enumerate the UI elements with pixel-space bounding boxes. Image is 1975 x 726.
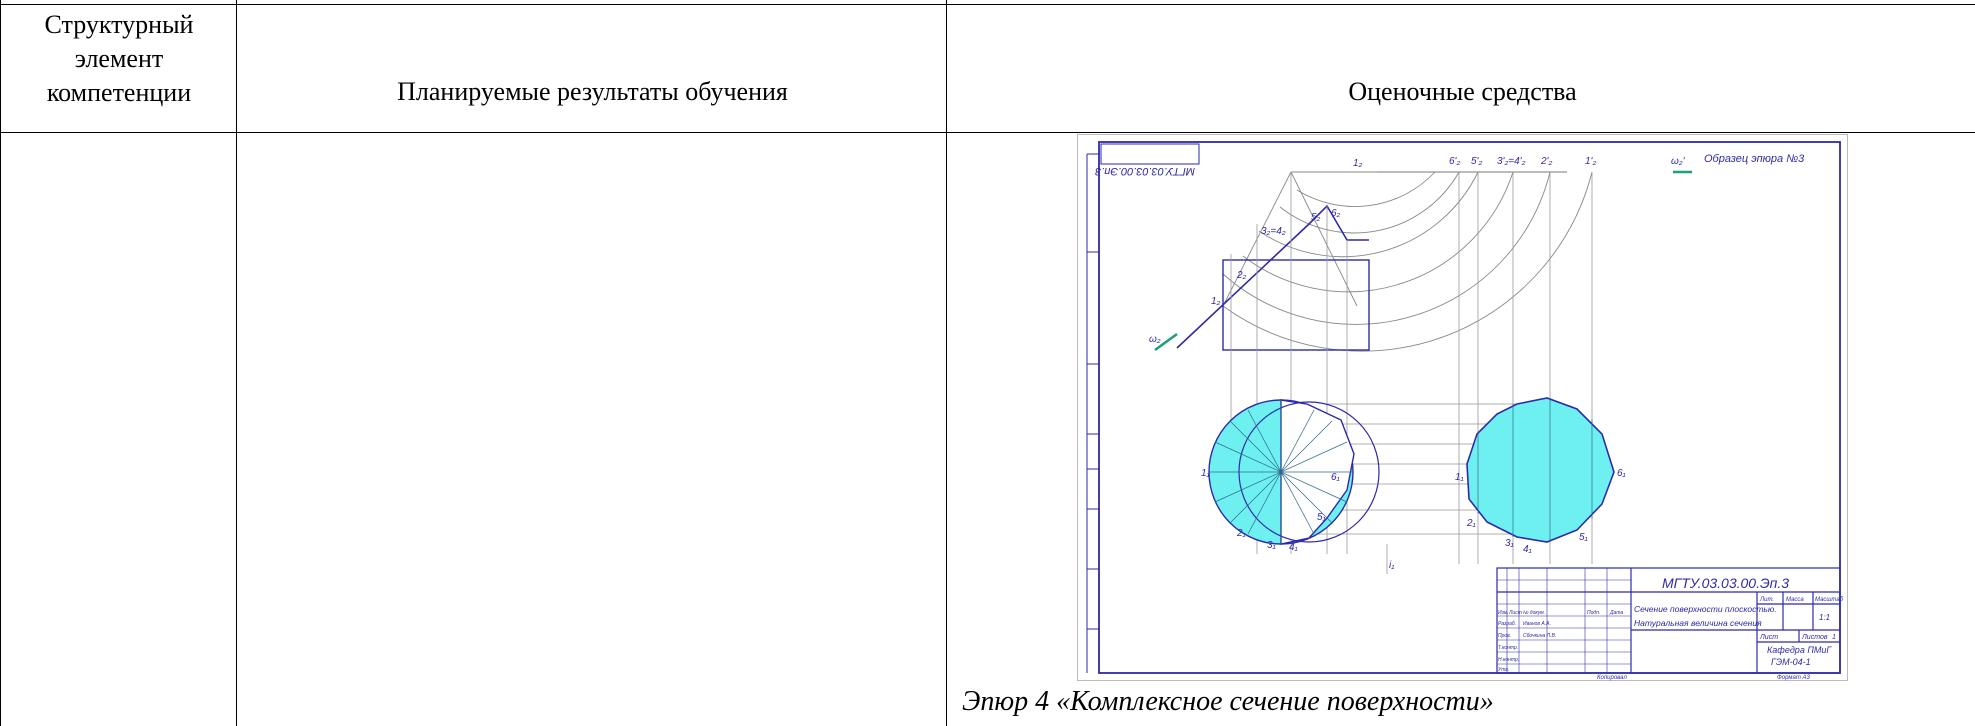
table-divider-1: [236, 0, 237, 726]
figure-caption: Эпюр 4 «Комплексное сечение поверхности»: [962, 686, 1494, 717]
label-plan-right-5: 5₁: [1579, 532, 1588, 543]
label-plan-left-5: 5₁: [1317, 512, 1326, 523]
tb-format: Формат А3: [1777, 675, 1810, 681]
label-top-5: 2'₂: [1540, 156, 1552, 167]
label-plan-right-4: 4₁: [1523, 544, 1532, 555]
tb-sheets-value: 1: [1832, 634, 1836, 641]
label-front-3: 6₂: [1331, 208, 1341, 219]
tb-department: Кафедра ПМиГ: [1767, 645, 1832, 655]
label-plan-right-6: 6₁: [1617, 468, 1626, 479]
table-border-top: [0, 4, 1975, 5]
tb-role-6: Разраб.: [1498, 621, 1516, 627]
tb-role-8: Т.контр.: [1498, 645, 1518, 651]
tb-scale-value: 1:1: [1819, 613, 1830, 622]
label-top-7: ω₂': [1671, 156, 1686, 167]
table-header-bottom: [0, 132, 1975, 133]
table-divider-2: [946, 0, 947, 726]
label-plan-right-2: 2₁: [1466, 518, 1476, 529]
tb-copied: Копировал: [1597, 675, 1627, 681]
header-assessment-tools: Оценочные средства: [1348, 77, 1577, 106]
tb-name-2: Сбочкина Л.В.: [1523, 633, 1556, 639]
tb-title-1: Сечение поверхности плоскостью.: [1634, 604, 1777, 614]
label-front-1: 3₂=4₂: [1261, 226, 1286, 237]
tb-role-10: Утв.: [1498, 667, 1509, 673]
label-front-4: 2₂: [1236, 270, 1247, 281]
tb-scale: Масштаб: [1815, 597, 1844, 603]
tb-role-5: Дата: [1609, 610, 1623, 616]
tb-lit: Лит.: [1759, 597, 1774, 603]
header-learning-outcomes: Планируемые результаты обучения: [397, 77, 788, 106]
label-plan-right-3: 3₁: [1505, 538, 1514, 549]
label-plan-right-1: 1₁: [1455, 472, 1464, 483]
label-top-3: 5'₂: [1471, 156, 1482, 167]
tb-role-3: № докум.: [1523, 610, 1545, 616]
stamp-top: МГТУ.03.03.00.Эп.3: [1094, 165, 1195, 177]
tb-sheets: Листов: [1801, 634, 1828, 641]
label-plan-left-2: 2₁: [1236, 528, 1246, 539]
tb-role-2: Лист: [1508, 610, 1522, 616]
label-front-6: ω₂: [1149, 334, 1161, 345]
label-top-6: 1'₂: [1585, 156, 1596, 167]
header-structural-element: Структурный элемент компетенции: [44, 10, 194, 107]
tb-role-7: Пров.: [1498, 633, 1511, 639]
label-plan-left-4: 4₁: [1289, 542, 1298, 553]
label-plan-left-3: 3₁: [1267, 540, 1276, 551]
label-top-4: 3'₂=4'₂: [1497, 156, 1526, 167]
tb-mass: Масса: [1786, 597, 1804, 603]
label-top-2: 6'₂: [1449, 156, 1460, 167]
table-border-left: [0, 0, 1, 726]
tb-title-2: Натуральная величина сечения: [1634, 618, 1762, 628]
label-top-1: 1₂: [1353, 158, 1363, 169]
tb-role-4: Подп.: [1587, 610, 1600, 616]
sample-label: Образец эпюра №3: [1704, 153, 1805, 165]
tb-role-1: Изм.: [1498, 610, 1509, 616]
tb-sheet: Лист: [1759, 634, 1778, 641]
tb-designation: МГТУ.03.03.00.Эп.3: [1662, 575, 1789, 591]
tb-group: ГЭМ-04-1: [1771, 657, 1811, 667]
label-front-2: 5₂: [1311, 212, 1321, 223]
label-front-5: 1₂: [1211, 296, 1221, 307]
label-axis: i₁: [1389, 560, 1394, 571]
tb-role-9: Н.контр.: [1498, 657, 1519, 663]
engineering-drawing: МГТУ.03.03.00.Эп.3 Образец эпюра №3: [1077, 134, 1848, 681]
tb-name-1: Иванов А.А.: [1523, 621, 1551, 627]
label-plan-left-6: 6₁: [1331, 472, 1340, 483]
label-plan-left-1: 1₁: [1201, 468, 1210, 479]
